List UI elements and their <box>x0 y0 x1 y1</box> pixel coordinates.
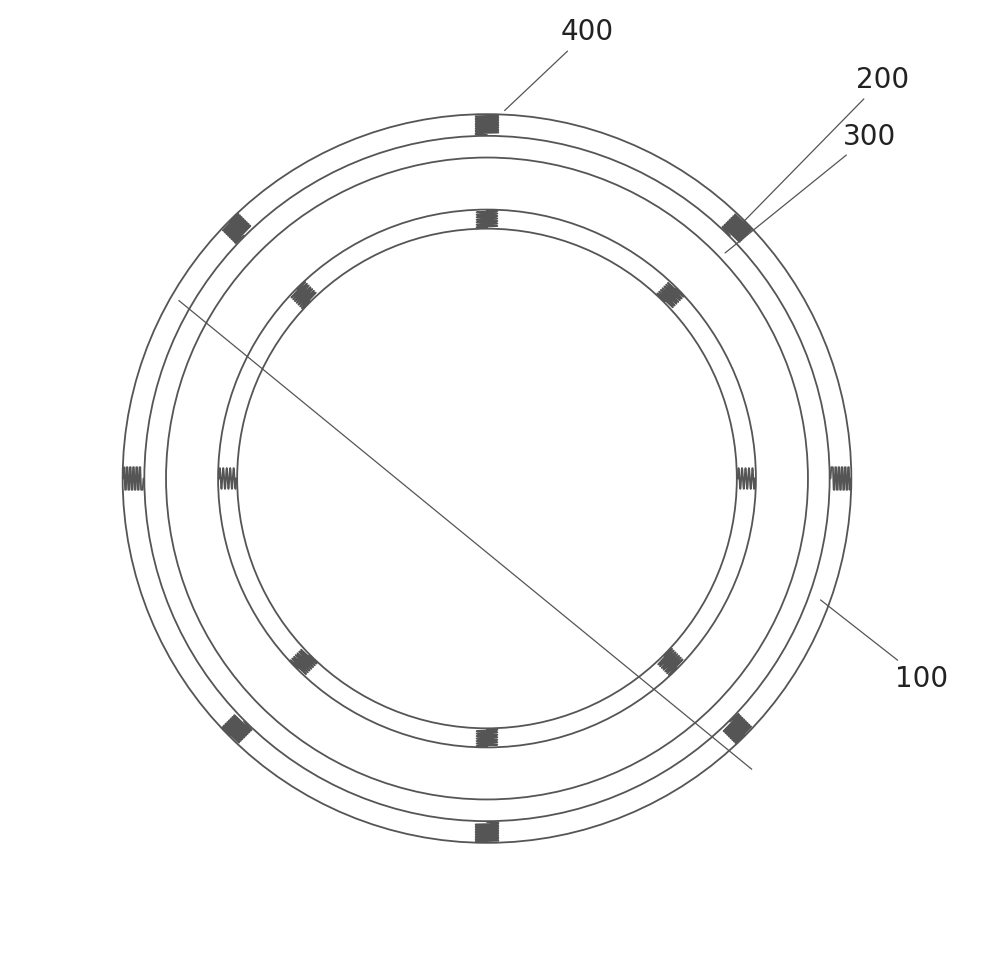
Text: 100: 100 <box>821 600 948 693</box>
Text: 400: 400 <box>505 18 614 110</box>
Text: 200: 200 <box>734 66 909 232</box>
Text: 300: 300 <box>725 122 896 253</box>
